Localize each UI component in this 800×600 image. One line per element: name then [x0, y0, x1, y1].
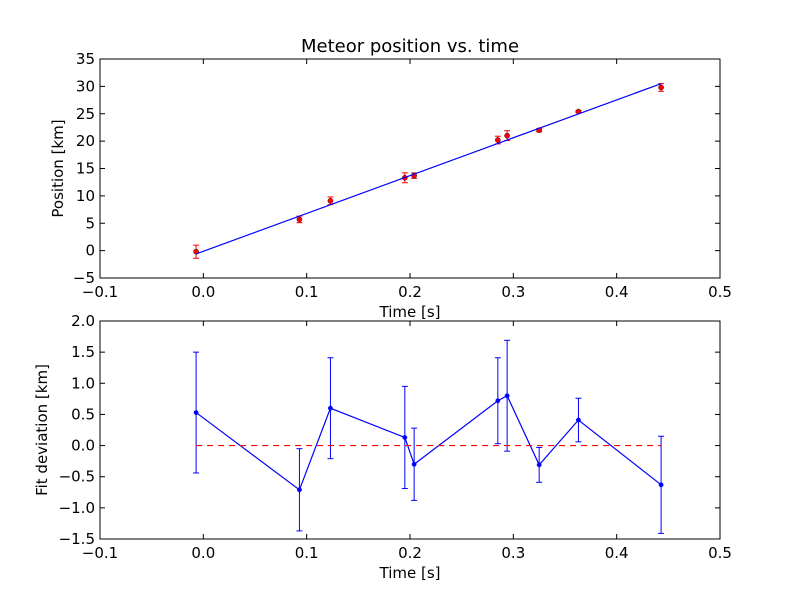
data-point — [576, 417, 581, 423]
x-tick-label: 0.4 — [605, 283, 629, 301]
y-tick-label: −1.0 — [59, 499, 95, 517]
series-line-errorbar — [193, 339, 665, 534]
x-axis-label: Time [s] — [379, 564, 441, 582]
data-point — [658, 84, 664, 91]
y-tick-label: 0.0 — [71, 437, 95, 455]
data-point — [327, 198, 334, 204]
position-plot: Meteor position vs. time −0.1 0.0 0.1 0.2 0.3… — [49, 36, 732, 321]
y-axis-label: Fit deviation [km] — [33, 364, 51, 496]
fit-line — [195, 83, 662, 255]
x-tick-label: 0.2 — [398, 544, 422, 562]
data-point — [504, 393, 510, 399]
x-tick-label: 0.0 — [191, 283, 215, 301]
series-fit-line — [195, 83, 662, 255]
y-tick-label: 0 — [85, 242, 95, 260]
y-tick-label: 20 — [76, 132, 95, 150]
x-tick-label: 0.3 — [501, 544, 525, 562]
y-tick-label: 15 — [76, 160, 95, 178]
data-point — [297, 487, 302, 493]
y-tick-label: 0.5 — [71, 405, 95, 423]
chart-title: Meteor position vs. time — [301, 36, 519, 57]
y-tick-label: −1.5 — [59, 530, 95, 548]
y-tick-label: 5 — [85, 214, 95, 232]
data-point — [536, 462, 542, 468]
y-tick-label: 30 — [76, 77, 95, 95]
data-point — [402, 435, 408, 440]
plot-data — [193, 83, 665, 259]
deviation-line — [195, 394, 662, 491]
y-tick-label: −0.5 — [59, 468, 95, 486]
data-point — [504, 132, 510, 139]
deviation-plot: −0.1 0.0 0.1 0.2 0.3 0.4 0.5 −1.5 −1.0 −0.5 0.0 0.5… — [33, 312, 732, 582]
y-tick-label: 10 — [76, 187, 95, 205]
y-tick-label: 25 — [76, 105, 95, 123]
data-point — [495, 137, 501, 143]
data-point — [328, 405, 333, 411]
x-tick-label: 0.5 — [708, 544, 732, 562]
x-tick-label: 0.1 — [295, 283, 319, 301]
x-tick-label: 0.3 — [501, 283, 525, 301]
x-tick-label: −0.1 — [82, 544, 118, 562]
y-tick-label: 2.0 — [71, 312, 95, 330]
y-tick-label: −5 — [73, 269, 95, 287]
y-axis-label: Position [km] — [49, 119, 67, 217]
data-point — [296, 216, 303, 223]
y-tick-label: 35 — [76, 50, 95, 68]
plot-data — [193, 339, 665, 534]
x-tick-label: 0.5 — [708, 283, 732, 301]
series-scatter-errorbar — [193, 83, 665, 259]
x-tick-label: 0.4 — [605, 544, 629, 562]
data-point — [411, 461, 417, 467]
x-tick-label: 0.1 — [295, 544, 319, 562]
data-point — [193, 410, 199, 415]
x-tick-label: −0.1 — [82, 283, 118, 301]
y-tick-label: 1.0 — [71, 374, 95, 392]
data-point — [495, 398, 501, 404]
y-tick-label: 1.5 — [71, 343, 95, 361]
x-tick-label: 0.2 — [398, 283, 422, 301]
x-axis-label: Time [s] — [379, 303, 441, 321]
x-tick-label: 0.0 — [191, 544, 215, 562]
data-point — [658, 482, 664, 488]
